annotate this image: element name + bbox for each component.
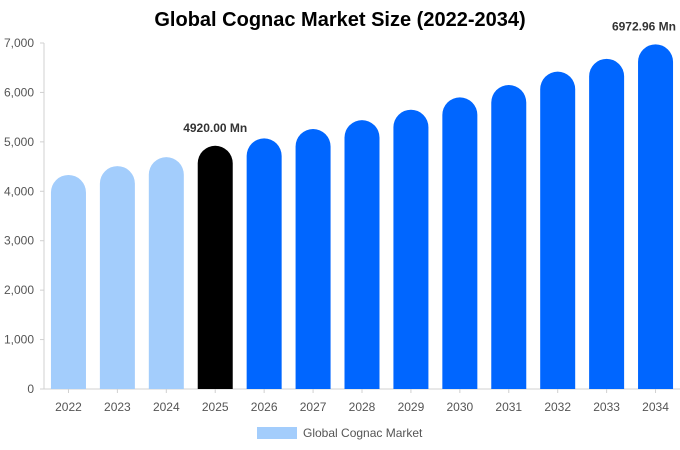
bar-2024 [148, 157, 184, 389]
bar-2025 [197, 145, 233, 389]
x-tick-label: 2027 [300, 400, 327, 414]
legend: Global Cognac Market [257, 424, 422, 442]
x-tick-label: 2025 [202, 400, 229, 414]
bar-2027 [295, 129, 331, 389]
x-tick-label: 2028 [349, 400, 376, 414]
x-tick-label: 2030 [446, 400, 473, 414]
bar-2022 [50, 174, 86, 389]
x-tick-label: 2024 [153, 400, 180, 414]
bar-2030 [442, 97, 478, 389]
y-tick-label: 1,000 [4, 333, 34, 347]
y-tick-label: 4,000 [4, 184, 34, 198]
legend-label: Global Cognac Market [303, 426, 423, 440]
x-tick-label: 2034 [642, 400, 669, 414]
x-tick-label: 2032 [544, 400, 571, 414]
x-tick-label: 2022 [55, 400, 82, 414]
x-tick-label: 2026 [251, 400, 278, 414]
chart-title: Global Cognac Market Size (2022-2034) [154, 9, 526, 31]
bar-2031 [491, 85, 527, 389]
x-tick-label: 2031 [495, 400, 522, 414]
legend-swatch [257, 427, 297, 439]
x-tick-label: 2023 [104, 400, 131, 414]
y-tick-label: 2,000 [4, 283, 34, 297]
bar-2028 [344, 120, 380, 389]
bar-2023 [99, 166, 135, 389]
data-label-2025: 4920.00 Mn [183, 121, 247, 135]
bar-2026 [246, 138, 282, 389]
bar-2032 [540, 71, 576, 389]
bar-2029 [393, 109, 429, 389]
bar-2034 [638, 44, 674, 389]
bar-2033 [589, 58, 625, 390]
y-tick-label: 6,000 [4, 85, 34, 99]
x-tick-label: 2029 [398, 400, 425, 414]
y-tick-label: 0 [27, 382, 34, 396]
y-tick-label: 7,000 [4, 36, 34, 50]
y-tick-label: 3,000 [4, 234, 34, 248]
data-label-2034: 6972.96 Mn [612, 19, 676, 33]
x-tick-label: 2033 [593, 400, 620, 414]
y-tick-label: 5,000 [4, 135, 34, 149]
